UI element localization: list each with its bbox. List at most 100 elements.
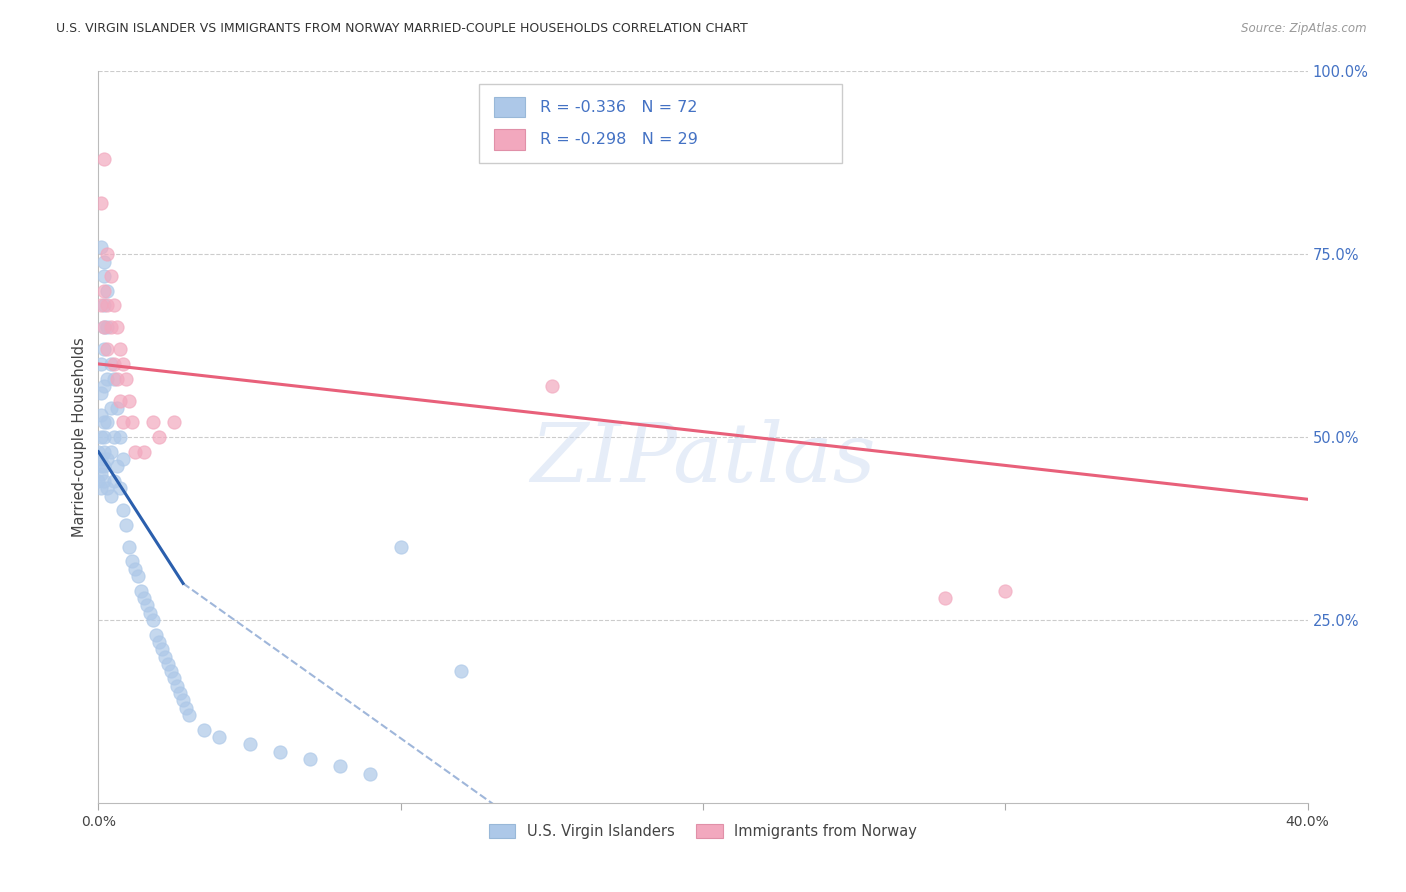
Point <box>100 320 122 334</box>
Point <box>103 357 125 371</box>
Point <box>100 357 122 371</box>
Point <box>148 635 170 649</box>
Point <box>111 503 134 517</box>
Point <box>111 416 134 430</box>
Point <box>100 489 122 503</box>
Text: R = -0.298   N = 29: R = -0.298 N = 29 <box>540 132 697 147</box>
Point <box>329 759 352 773</box>
Point <box>90 430 112 444</box>
Point <box>90 452 112 467</box>
Point <box>90 357 112 371</box>
Point <box>93 459 115 474</box>
Point <box>93 379 115 393</box>
Point <box>93 343 115 357</box>
Point <box>96 343 118 357</box>
Point <box>108 481 131 495</box>
Point <box>142 416 165 430</box>
Point <box>105 459 128 474</box>
Point <box>139 606 162 620</box>
Point <box>153 649 176 664</box>
Point <box>121 554 143 568</box>
Point <box>93 254 115 268</box>
Point <box>121 416 143 430</box>
Point <box>96 247 118 261</box>
Text: U.S. VIRGIN ISLANDER VS IMMIGRANTS FROM NORWAY MARRIED-COUPLE HOUSEHOLDS CORRELA: U.S. VIRGIN ISLANDER VS IMMIGRANTS FROM … <box>56 22 748 36</box>
Point <box>156 657 179 671</box>
Point <box>90 386 112 401</box>
Point <box>111 357 134 371</box>
Point <box>111 452 134 467</box>
Point <box>93 298 115 312</box>
Point <box>145 627 167 641</box>
Point <box>118 393 141 408</box>
Point <box>360 766 382 780</box>
Point <box>90 481 112 495</box>
Point <box>103 298 125 312</box>
Point <box>93 474 115 488</box>
Point <box>108 393 131 408</box>
Point <box>129 583 152 598</box>
Point <box>114 517 136 532</box>
Point <box>150 642 173 657</box>
Point <box>93 320 115 334</box>
Point <box>93 430 115 444</box>
Point <box>96 481 118 495</box>
Point <box>208 730 231 744</box>
Point <box>103 474 125 488</box>
Point <box>163 672 186 686</box>
Point <box>90 298 112 312</box>
Point <box>105 320 128 334</box>
Point <box>105 401 128 415</box>
Point <box>179 708 201 723</box>
Point <box>160 664 183 678</box>
Point <box>450 664 472 678</box>
Point <box>169 686 191 700</box>
Point <box>96 320 118 334</box>
Point <box>148 430 170 444</box>
Point <box>90 467 112 481</box>
Point <box>93 416 115 430</box>
Point <box>174 700 197 714</box>
Point <box>103 371 125 385</box>
Point <box>163 416 186 430</box>
Point <box>105 371 128 385</box>
Point <box>96 298 118 312</box>
Text: ZIPatlas: ZIPatlas <box>530 419 876 499</box>
Point <box>96 371 118 385</box>
Point <box>103 430 125 444</box>
Point <box>93 152 115 166</box>
Point <box>87 474 110 488</box>
Point <box>239 737 262 751</box>
Point <box>269 745 291 759</box>
Point <box>90 408 112 422</box>
Point <box>135 599 157 613</box>
Point <box>90 240 112 254</box>
Point <box>193 723 215 737</box>
Point <box>108 430 131 444</box>
Bar <box>494 97 526 118</box>
Text: Source: ZipAtlas.com: Source: ZipAtlas.com <box>1241 22 1367 36</box>
Point <box>389 540 412 554</box>
FancyBboxPatch shape <box>479 84 842 163</box>
Bar <box>494 129 526 150</box>
Point <box>93 444 115 458</box>
Point <box>934 591 956 605</box>
Point <box>994 583 1017 598</box>
Point <box>93 320 115 334</box>
Point <box>108 343 131 357</box>
Point <box>299 752 322 766</box>
Point <box>96 284 118 298</box>
Point <box>166 679 188 693</box>
Point <box>100 401 122 415</box>
Point <box>127 569 149 583</box>
Point <box>100 444 122 458</box>
Point <box>96 452 118 467</box>
Point <box>132 444 155 458</box>
Y-axis label: Married-couple Households: Married-couple Households <box>72 337 87 537</box>
Point <box>124 562 146 576</box>
Point <box>100 269 122 284</box>
Point <box>540 379 562 393</box>
Point <box>124 444 146 458</box>
Point <box>132 591 155 605</box>
Point <box>172 693 194 707</box>
